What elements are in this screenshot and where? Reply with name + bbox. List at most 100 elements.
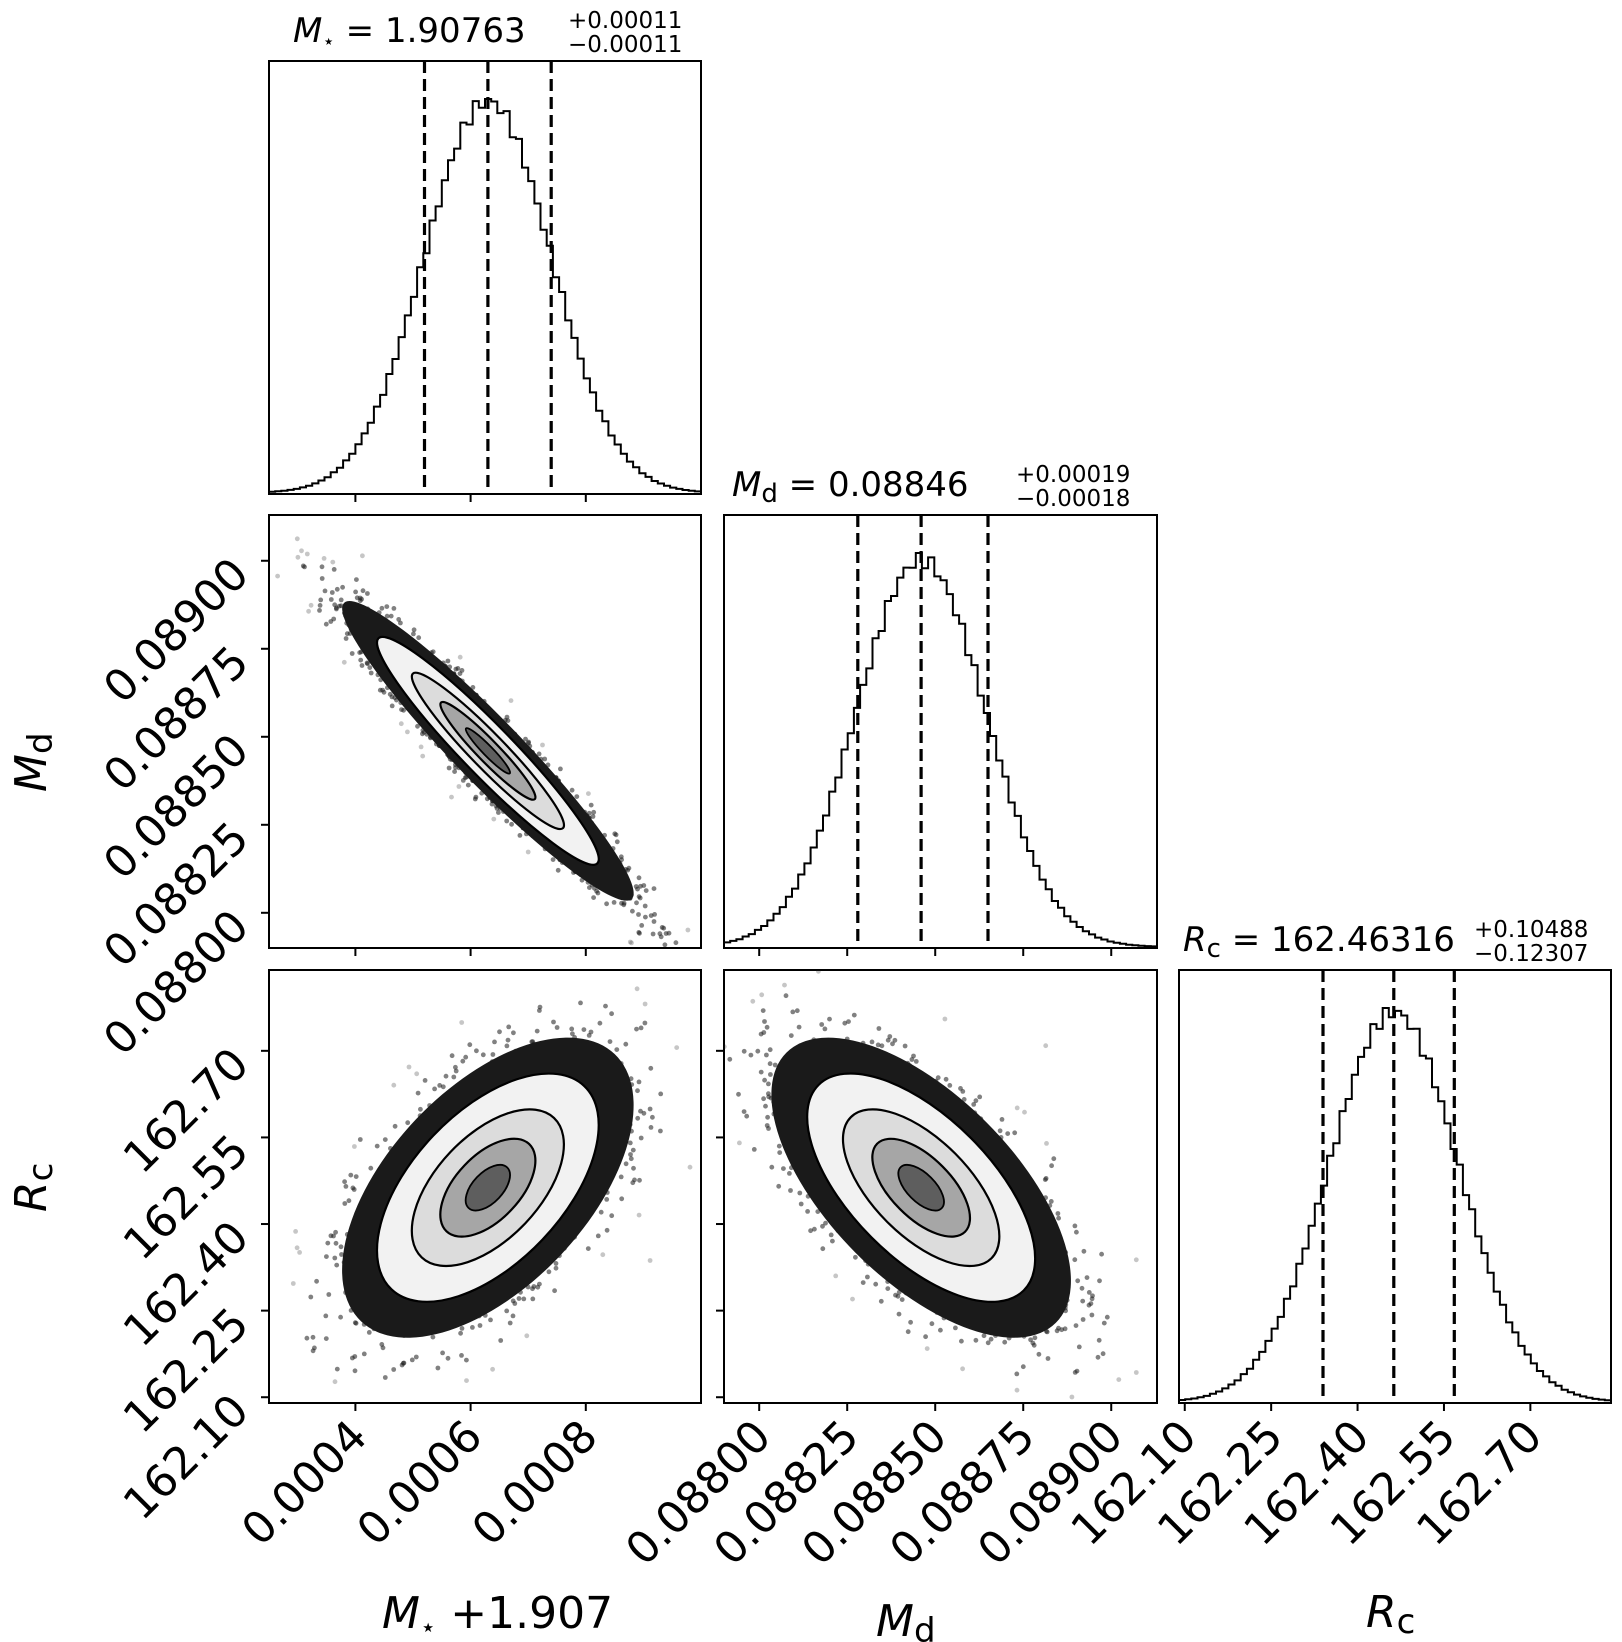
scatter-point [332, 602, 338, 608]
scatter-point [329, 590, 335, 595]
scatter-point [648, 913, 654, 918]
scatter-point [323, 1313, 329, 1319]
scatter-point [526, 739, 531, 745]
scatter-point [525, 849, 531, 855]
scatter-point [492, 1039, 497, 1045]
scatter-point [585, 1246, 591, 1251]
scatter-point [342, 1201, 348, 1206]
scatter-point [275, 573, 280, 579]
scatter-point [663, 931, 669, 936]
scatter-point [308, 1294, 314, 1300]
scatter-point [530, 1296, 536, 1302]
scatter-point [443, 1073, 449, 1079]
scatter-point [555, 867, 561, 873]
scatter-point [420, 753, 426, 759]
scatter-point [418, 1106, 423, 1112]
scatter-point [350, 1355, 355, 1361]
scatter-point [457, 654, 463, 660]
scatter-point [405, 729, 410, 735]
scatter-point [422, 1078, 428, 1083]
scatter-point [374, 1143, 380, 1149]
scatter-point [367, 665, 373, 670]
scatter-point [382, 1137, 388, 1142]
scatter-point [623, 1041, 629, 1047]
scatter-point [635, 886, 640, 892]
scatter-point [340, 584, 345, 590]
scatter-point [368, 670, 374, 676]
scatter-point [418, 744, 424, 750]
scatter-point [674, 1045, 680, 1050]
scatter-point [459, 1353, 464, 1358]
scatter-point [405, 1120, 411, 1126]
scatter-point [630, 908, 635, 914]
scatter-point [598, 1209, 604, 1215]
scatter-point [647, 1106, 653, 1112]
scatter-point [314, 1278, 319, 1284]
scatter-point [339, 1252, 344, 1257]
scatter-point [625, 867, 631, 873]
scatter-point [380, 1345, 386, 1351]
scatter-point [377, 687, 383, 693]
scatter-point [430, 1334, 436, 1340]
scatter-point [391, 1367, 397, 1372]
scatter-point [321, 556, 327, 561]
scatter-point [643, 888, 649, 893]
scatter-point [304, 1335, 310, 1341]
scatter-point [326, 1292, 332, 1297]
scatter-point [317, 608, 322, 613]
scatter-point [304, 551, 310, 557]
scatter-point [463, 1054, 469, 1060]
scatter-point [331, 567, 337, 572]
scatter-point [271, 496, 276, 501]
scatter-point [662, 942, 668, 948]
scatter-point [297, 1250, 302, 1255]
scatter-point [581, 1027, 587, 1032]
scatter-point [344, 631, 350, 637]
scatter-point [449, 1053, 455, 1059]
scatter-point [497, 1029, 502, 1035]
scatter-point [504, 1043, 510, 1049]
scatter-point [551, 1019, 556, 1025]
scatter-point [648, 1065, 654, 1071]
scatter-point [659, 925, 665, 930]
scatter-point [658, 1091, 664, 1097]
scatter-point [609, 1011, 614, 1017]
scatter-point [415, 723, 420, 729]
scatter-point [411, 631, 416, 637]
scatter-point [366, 1330, 372, 1335]
scatter-point [359, 596, 364, 602]
scatter-point [354, 577, 359, 582]
scatter-point [416, 635, 422, 641]
scatter-point [604, 1197, 610, 1202]
scatter-point [382, 1375, 388, 1380]
scatter-point [389, 703, 395, 709]
scatter-point [317, 603, 323, 608]
scatter-point [642, 1020, 648, 1026]
scatter-point [574, 794, 580, 799]
scatter-point [437, 1083, 443, 1088]
scatter-point [637, 1177, 642, 1183]
scatter-point [630, 1180, 636, 1186]
scatter-point [432, 1086, 437, 1092]
scatter-point [642, 903, 648, 909]
scatter-point [350, 1185, 356, 1191]
scatter-point [472, 796, 478, 802]
scatter-point [506, 1024, 512, 1030]
scatter-point [673, 940, 679, 946]
scatter-point [634, 1026, 639, 1032]
scatter-point [379, 605, 385, 611]
scatter-point [328, 1233, 334, 1239]
scatter-point [324, 1254, 329, 1259]
scatter-point [636, 875, 642, 881]
scatter-point [647, 1258, 653, 1263]
panel-scatter-rc-mstar-frame [268, 969, 702, 1404]
scatter-point [713, 1052, 718, 1057]
scatter-point [360, 588, 366, 594]
scatter-point [364, 660, 370, 666]
scatter-point [535, 1284, 541, 1290]
scatter-point [459, 1326, 465, 1331]
scatter-point [619, 1196, 625, 1202]
scatter-point [490, 1052, 496, 1057]
scatter-point [334, 1262, 340, 1268]
